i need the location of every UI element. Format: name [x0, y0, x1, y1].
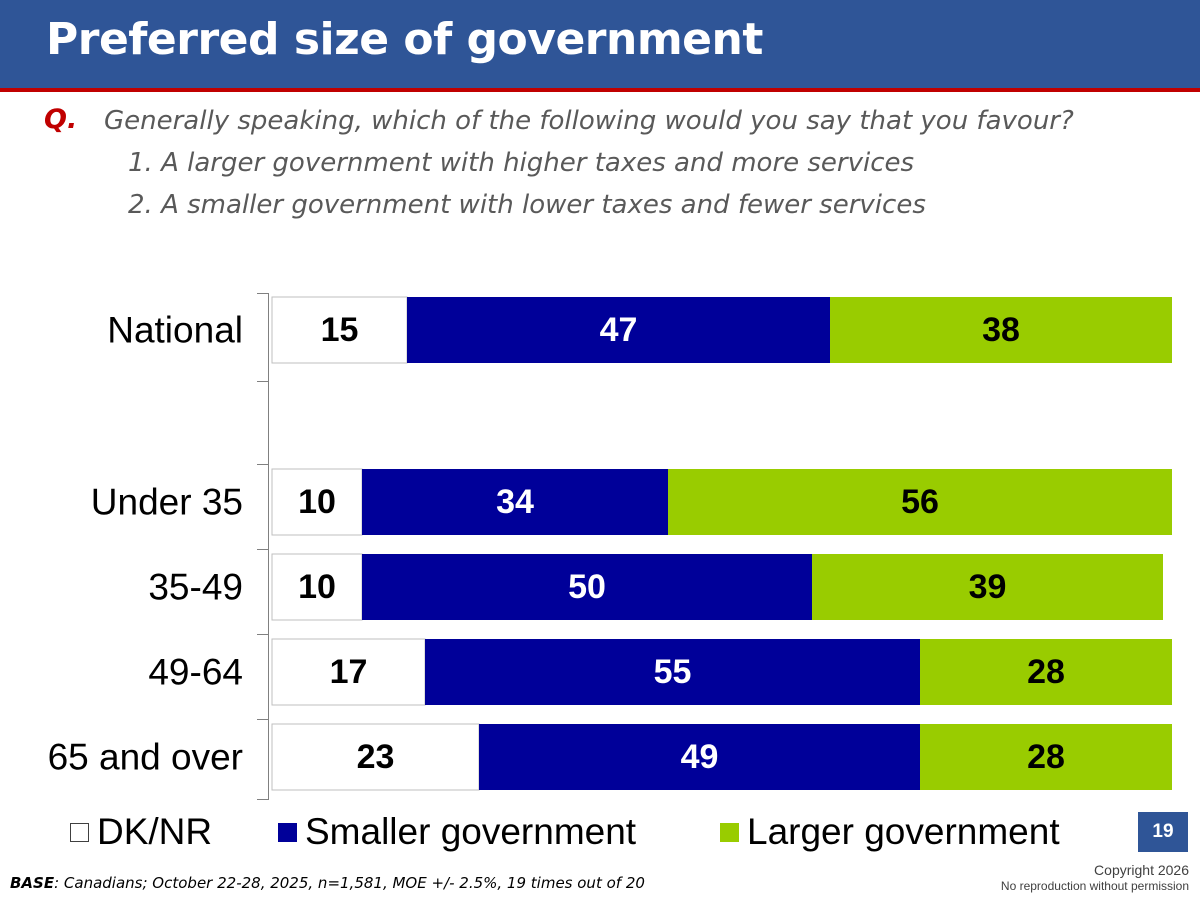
bar-65-and-over-dk-nr [271, 723, 480, 791]
data-label-national-smaller-government: 47 [600, 311, 638, 349]
data-label-65-and-over-smaller-government: 49 [681, 738, 719, 776]
legend-label-larger-government: Larger government [747, 811, 1060, 852]
legend-label-smaller-government: Smaller government [305, 811, 637, 852]
bar-national-larger-government [830, 297, 1172, 363]
bar-65-and-over-smaller-government [479, 724, 920, 790]
page-title: Preferred size of government [46, 14, 763, 65]
data-label-national-larger-government: 38 [982, 311, 1020, 349]
bar-35-49-smaller-government [362, 554, 812, 620]
legend-swatch-smaller-government [278, 822, 297, 842]
category-label-35-49: 35-49 [148, 567, 243, 608]
legend-item-larger-government: Larger government [720, 804, 1060, 860]
bar-35-49-larger-government [812, 554, 1163, 620]
data-label-49-64-dk-nr: 17 [330, 653, 368, 691]
data-label-under-35-smaller-government: 34 [496, 483, 534, 521]
legend-swatch-larger-government [720, 822, 739, 842]
bar-49-64-smaller-government [425, 639, 920, 705]
data-label-35-49-dk-nr: 10 [298, 568, 336, 606]
stacked-bar-chart: National 15 47 38 Under 35 10 34 56 35-49 10 50 39 4… [48, 293, 1172, 800]
bar-49-64-larger-government [920, 639, 1172, 705]
question-text: Generally speaking, which of the followi… [104, 106, 1074, 136]
category-label-65-and-over: 65 and over [48, 737, 243, 778]
base-note: BASE: Canadians; October 22-28, 2025, n=… [10, 874, 645, 892]
bar-under-35-smaller-government [362, 469, 668, 535]
chart-legend: DK/NR Smaller government Larger governme… [0, 804, 1120, 860]
question-label: Q. [44, 104, 78, 135]
legend-label-dk-nr: DK/NR [97, 811, 213, 852]
copyright-text: Copyright 2026 [1094, 862, 1189, 878]
bar-national-smaller-government [407, 297, 830, 363]
header-bar: Preferred size of government [0, 0, 1200, 88]
no-reproduction-text: No reproduction without permission [1000, 879, 1189, 893]
data-label-national-dk-nr: 15 [321, 311, 359, 349]
bar-under-35-larger-government [668, 469, 1172, 535]
header-divider [0, 88, 1200, 92]
category-label-49-64: 49-64 [148, 652, 243, 693]
data-label-49-64-larger-government: 28 [1027, 653, 1065, 691]
data-label-under-35-dk-nr: 10 [298, 483, 336, 521]
data-label-35-49-larger-government: 39 [969, 568, 1007, 606]
data-label-65-and-over-larger-government: 28 [1027, 738, 1065, 776]
bar-national-dk-nr [271, 296, 408, 364]
base-text: : Canadians; October 22-28, 2025, n=1,58… [54, 874, 645, 892]
question-option-2: 2. A smaller government with lower taxes… [128, 190, 926, 220]
data-label-under-35-larger-government: 56 [901, 483, 939, 521]
bar-65-and-over-larger-government [920, 724, 1172, 790]
bar-35-49-dk-nr [271, 553, 363, 621]
data-label-35-49-smaller-government: 50 [568, 568, 606, 606]
category-label-under-35: Under 35 [91, 482, 243, 523]
bar-49-64-dk-nr [271, 638, 426, 706]
data-label-65-and-over-dk-nr: 23 [357, 738, 395, 776]
legend-item-dk-nr: DK/NR [70, 804, 212, 860]
category-label-national: National [107, 310, 243, 351]
legend-swatch-dk-nr [70, 822, 89, 842]
base-label: BASE [10, 874, 55, 892]
question-option-1: 1. A larger government with higher taxes… [128, 148, 915, 178]
legend-item-smaller-government: Smaller government [278, 804, 636, 860]
data-label-49-64-smaller-government: 55 [654, 653, 692, 691]
page-number-badge: 19 [1138, 812, 1188, 852]
